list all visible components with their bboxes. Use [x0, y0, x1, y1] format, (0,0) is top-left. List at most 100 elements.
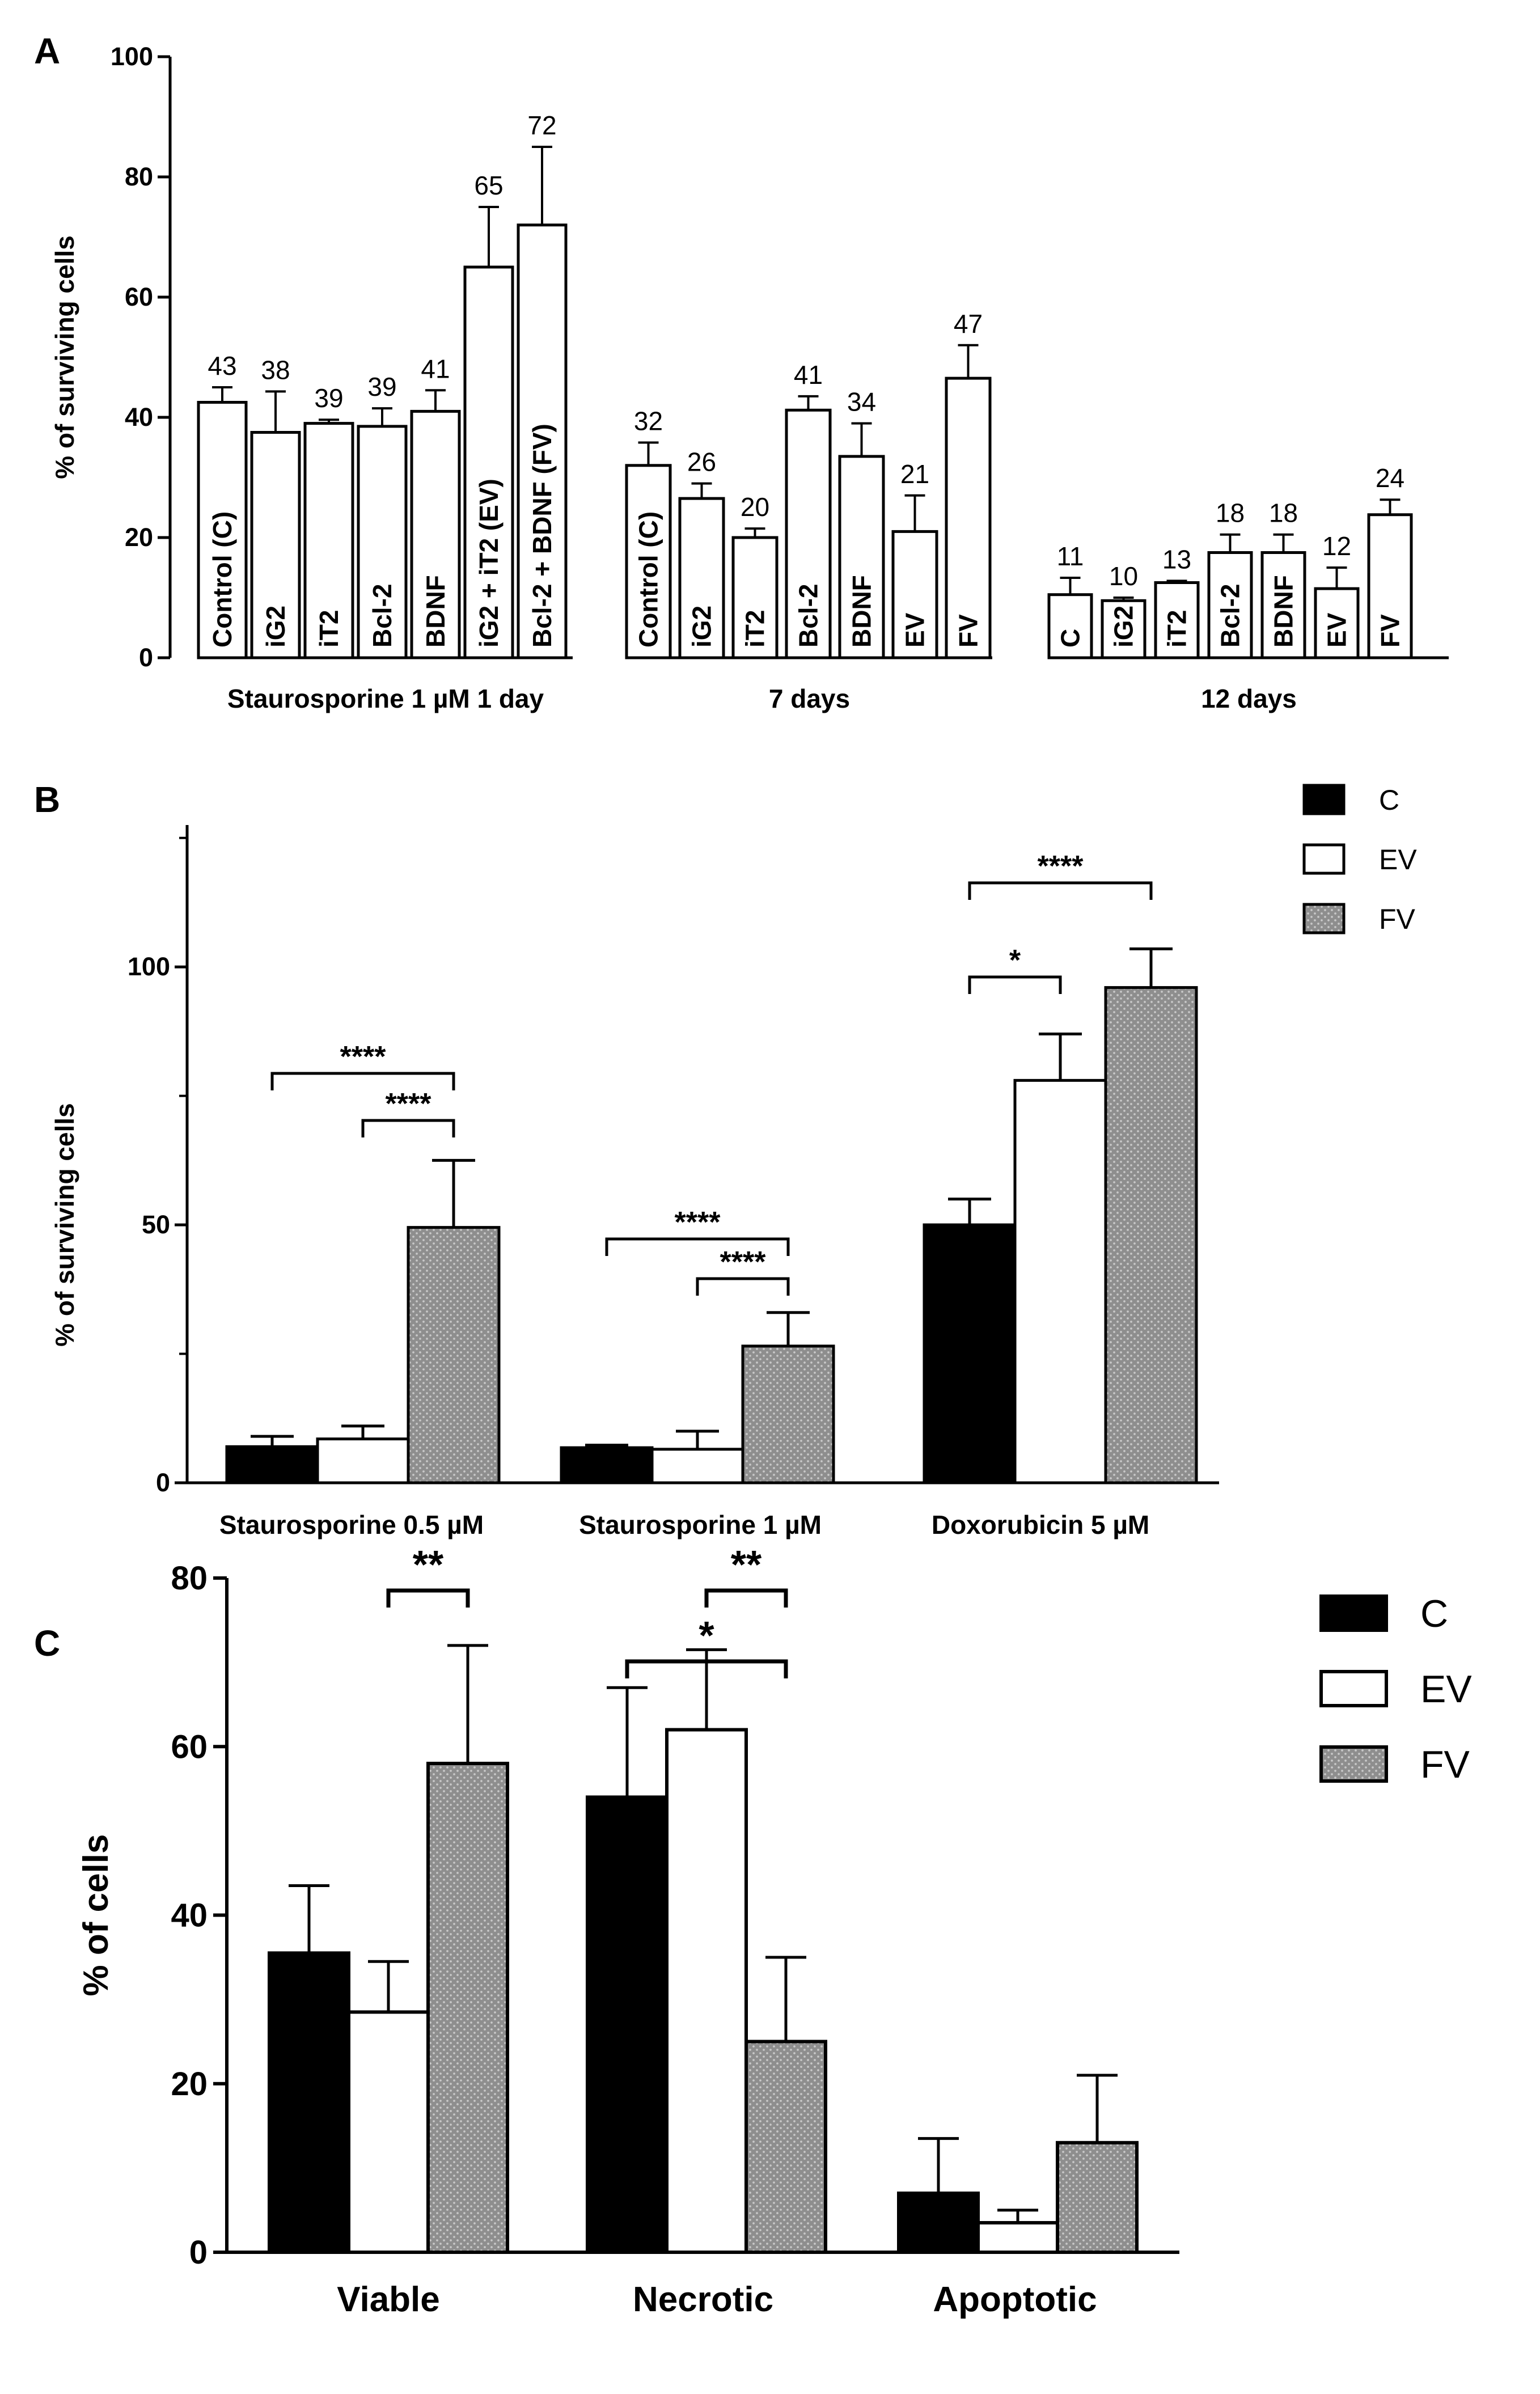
legend: C EV FV [1319, 1592, 1472, 1786]
y-tick-label: 100 [111, 42, 153, 71]
bar [517, 223, 568, 659]
bar-ev [316, 1437, 410, 1484]
value-label: 41 [421, 354, 450, 383]
bar-label: BDNF [421, 575, 450, 648]
bar-c [897, 2191, 980, 2254]
y-tick-label: 40 [171, 1897, 208, 1934]
bar [891, 530, 938, 659]
panel-label: A [34, 31, 60, 71]
significance-bracket [704, 1588, 788, 1608]
bar-c [586, 1795, 669, 2255]
bar-label: iG2 [261, 606, 290, 648]
significance-label: * [1009, 944, 1021, 977]
value-label: 12 [1322, 531, 1351, 561]
bar-label: iG2 [1109, 606, 1139, 648]
significance-bracket [968, 975, 1062, 994]
bar-c [923, 1223, 1017, 1484]
value-label: 47 [954, 309, 983, 339]
value-label: 18 [1269, 498, 1298, 528]
bar-fv [744, 2040, 827, 2254]
bar-c [225, 1445, 319, 1484]
y-tick-label: 50 [142, 1210, 170, 1239]
bar [250, 431, 301, 659]
value-label: 65 [474, 171, 503, 200]
bar-label: Bcl-2 [367, 584, 397, 648]
significance-label: **** [386, 1088, 432, 1120]
bar-label: Bcl-2 + BDNF (FV) [527, 424, 557, 648]
bar [678, 497, 725, 659]
legend-swatch-fv [1302, 903, 1346, 934]
value-label: 41 [794, 360, 823, 390]
value-label: 11 [1057, 542, 1084, 571]
bar [625, 464, 672, 659]
bar-fv [741, 1344, 835, 1484]
y-tick-label: 0 [156, 1468, 170, 1497]
bar-label: C [1056, 629, 1085, 648]
significance-label: **** [340, 1040, 387, 1073]
bar-ev [347, 2010, 430, 2254]
y-axis-label: % of cells [77, 1834, 116, 1997]
bar-fv [407, 1226, 501, 1484]
value-label: 32 [634, 407, 663, 436]
panel-label: C [34, 1623, 60, 1664]
bar-fv [1056, 2141, 1139, 2255]
bar-label: iG2 [687, 606, 717, 648]
significance-label: ** [413, 1542, 444, 1587]
bar-ev [1013, 1078, 1107, 1484]
bar [731, 536, 779, 659]
value-label: 20 [741, 492, 769, 522]
legend-swatch-ev [1302, 843, 1346, 875]
legend-label: FV [1420, 1743, 1470, 1786]
bar [785, 408, 832, 659]
significance-label: **** [720, 1246, 767, 1279]
bar [303, 422, 354, 659]
bar-ev [976, 2220, 1059, 2254]
significance-bracket [386, 1588, 470, 1608]
y-tick-label: 60 [171, 1728, 208, 1765]
significance-bracket [968, 881, 1153, 900]
category-label: Staurosporine 1 µM [579, 1510, 822, 1539]
value-label: 43 [208, 351, 236, 380]
bar [1101, 599, 1146, 659]
value-label: 38 [261, 355, 290, 384]
y-tick-label: 80 [125, 162, 153, 191]
legend-label: FV [1379, 903, 1416, 935]
bar-label: iG2 + iT2 (EV) [474, 479, 504, 648]
y-tick-label: 0 [189, 2234, 208, 2271]
significance-label: **** [675, 1206, 721, 1239]
panel-label: B [34, 779, 60, 820]
legend-swatch-c [1319, 1594, 1388, 1632]
bar-label: Control (C) [634, 511, 663, 648]
category-label: Necrotic [633, 2280, 773, 2319]
bar-label: EV [900, 612, 930, 648]
bar-label: FV [954, 614, 983, 648]
bar-c [268, 1951, 350, 2255]
y-axis-label: % of surviving cells [50, 235, 79, 479]
y-tick-label: 0 [139, 643, 153, 672]
value-label: 39 [367, 372, 396, 401]
group-label: 12 days [1201, 684, 1297, 713]
value-label: 24 [1376, 463, 1404, 493]
significance-label: ** [731, 1542, 762, 1587]
bar [1260, 551, 1306, 659]
panel-c: C 0 20 40 60 80 % of cells Viable Necrotic Apopto… [34, 1542, 1472, 2319]
legend-label: C [1420, 1592, 1448, 1635]
legend-label: C [1379, 784, 1399, 816]
bar-label: iT2 [1162, 610, 1192, 648]
value-label: 72 [527, 111, 556, 140]
legend-label: EV [1379, 844, 1417, 875]
bar-fv [1104, 986, 1198, 1484]
y-tick-label: 20 [171, 2066, 208, 2103]
bar-label: FV [1376, 614, 1405, 648]
bar-label: Bcl-2 [794, 584, 823, 648]
bar [410, 409, 461, 659]
legend-swatch-fv [1319, 1745, 1388, 1783]
bar [197, 401, 248, 659]
significance-bracket [361, 1119, 455, 1137]
bar-ev [665, 1728, 748, 2254]
significance-bracket [270, 1072, 455, 1090]
bar-label: EV [1322, 612, 1352, 648]
category-label: Doxorubicin 5 µM [932, 1510, 1149, 1539]
significance-label: **** [1038, 850, 1084, 883]
panel-b: B 0 50 100 % of surviving cells Staurosporine… [34, 779, 1417, 1539]
